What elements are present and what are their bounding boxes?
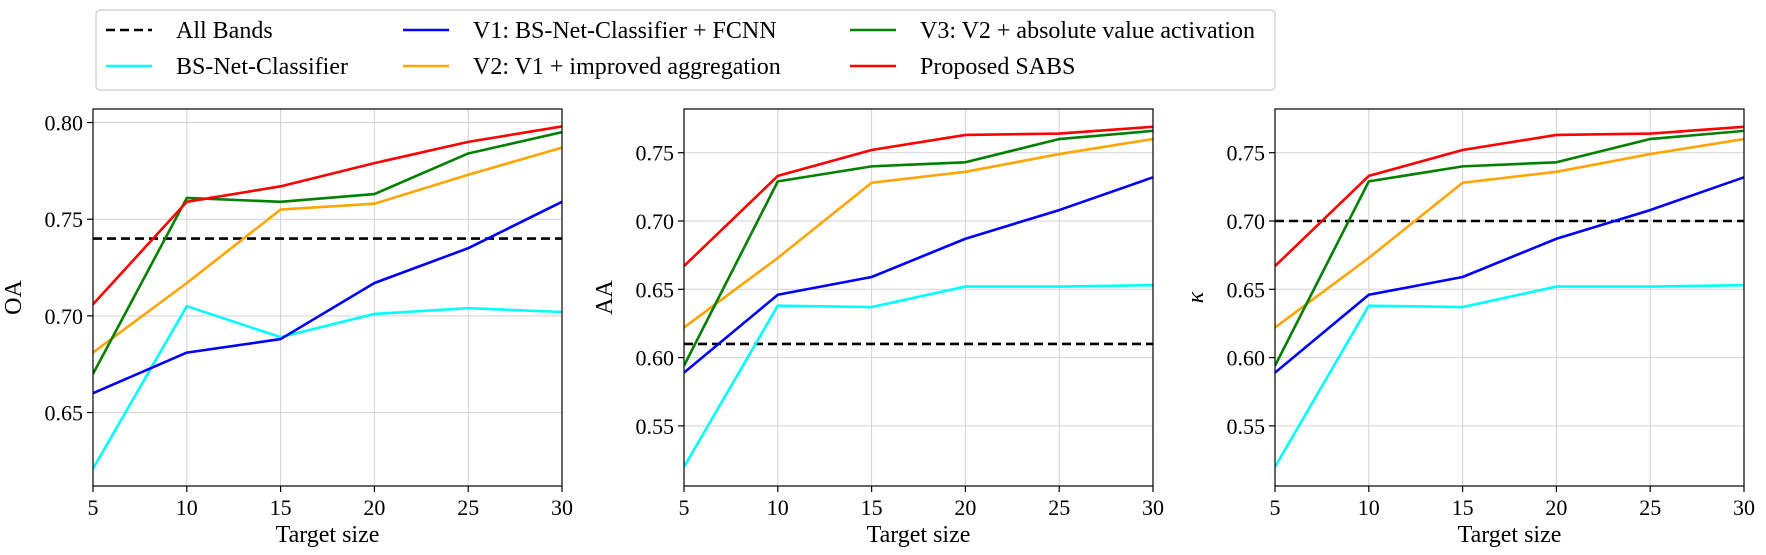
legend-label-bs_net: BS-Net-Classifier <box>176 54 348 80</box>
legend-entry-v3: V3: V2 + absolute value activation <box>850 18 1255 44</box>
series-line-v3 <box>684 129 1153 367</box>
series-line-v2 <box>93 146 562 354</box>
x-tick-label: 30 <box>1142 495 1164 520</box>
x-tick-label: 30 <box>551 495 573 520</box>
x-tick-label: 10 <box>767 495 789 520</box>
panel-aa-series <box>684 125 1153 468</box>
series-line-sabs <box>93 125 562 306</box>
legend-label-sabs: Proposed SABS <box>920 54 1075 80</box>
series-line-v3 <box>1275 129 1744 367</box>
series-line-v2 <box>684 137 1153 329</box>
x-tick-label: 10 <box>176 495 198 520</box>
legend-frame <box>95 9 1276 91</box>
legend-entry-sabs: Proposed SABS <box>850 54 1075 80</box>
y-tick-label: 0.60 <box>636 346 675 371</box>
x-tick-label: 25 <box>1639 495 1661 520</box>
panel-aa-y-axis-label: AA <box>592 280 618 315</box>
x-tick-label: 5 <box>88 495 99 520</box>
panel-oa-y-axis-label: OA <box>1 280 27 315</box>
x-tick-label: 20 <box>1545 495 1567 520</box>
legend-items: All Bands BS-Net-Classifier V1: BS-Net-Cla… <box>106 18 1255 80</box>
x-tick-label: 25 <box>457 495 479 520</box>
x-tick-label: 20 <box>954 495 976 520</box>
panel-kappa-series <box>1275 125 1744 468</box>
y-tick-label: 0.75 <box>45 207 84 232</box>
panel-oa-x-axis-label: Target size <box>276 522 380 548</box>
legend-label-v2: V2: V1 + improved aggregation <box>473 54 781 80</box>
y-tick-label: 0.65 <box>1227 277 1266 302</box>
series-line-v1 <box>684 176 1153 374</box>
series-line-v1 <box>1275 176 1744 374</box>
y-tick-label: 0.80 <box>45 111 84 136</box>
y-tick-label: 0.55 <box>1227 414 1266 439</box>
x-tick-label: 5 <box>1270 495 1281 520</box>
panel-kappa: 5 10 15 20 25 30 0.55 0.60 0.65 0.70 0.75 Target si… <box>1183 108 1755 548</box>
series-line-sabs <box>1275 125 1744 268</box>
y-tick-label: 0.55 <box>636 414 675 439</box>
series-line-v1 <box>93 200 562 395</box>
x-tick-label: 25 <box>1048 495 1070 520</box>
panel-kappa-x-axis-label: Target size <box>1458 522 1562 548</box>
y-tick-label: 0.75 <box>1227 141 1266 166</box>
series-line-v3 <box>93 130 562 375</box>
panel-oa-series <box>93 125 562 470</box>
x-tick-label: 15 <box>1452 495 1474 520</box>
legend-label-all_bands: All Bands <box>176 18 273 44</box>
legend-label-v3: V3: V2 + absolute value activation <box>920 18 1255 44</box>
legend-entry-v2: V2: V1 + improved aggregation <box>403 54 781 80</box>
x-tick-label: 30 <box>1733 495 1755 520</box>
panel-aa: 5 10 15 20 25 30 0.55 0.60 0.65 0.70 0.75 Target si… <box>592 108 1164 548</box>
panel-oa-grid <box>92 109 563 486</box>
panel-kappa-frame <box>1274 108 1745 487</box>
panel-oa: 5 10 15 20 25 30 0.65 0.70 0.75 0.80 Target size OA <box>1 108 573 548</box>
series-line-sabs <box>684 125 1153 268</box>
y-tick-label: 0.65 <box>45 401 84 426</box>
series-line-v2 <box>1275 137 1744 329</box>
y-tick-label: 0.70 <box>45 304 84 329</box>
panel-kappa-y-axis-label: κ <box>1183 291 1209 303</box>
x-tick-label: 10 <box>1358 495 1380 520</box>
y-tick-label: 0.70 <box>1227 209 1266 234</box>
panel-aa-frame <box>683 108 1154 487</box>
y-tick-label: 0.60 <box>1227 346 1266 371</box>
y-tick-label: 0.70 <box>636 209 675 234</box>
y-tick-label: 0.65 <box>636 277 675 302</box>
legend: All Bands BS-Net-Classifier V1: BS-Net-Cla… <box>95 9 1276 91</box>
panel-aa-x-axis-label: Target size <box>867 522 971 548</box>
x-tick-label: 15 <box>861 495 883 520</box>
legend-label-v1: V1: BS-Net-Classifier + FCNN <box>473 18 777 44</box>
series-line-bs_net <box>93 304 562 470</box>
legend-entry-bs_net: BS-Net-Classifier <box>106 54 348 80</box>
chart-panels: 5 10 15 20 25 30 0.65 0.70 0.75 0.80 Target size OA… <box>1 108 1755 548</box>
series-line-bs_net <box>684 283 1153 468</box>
panel-oa-frame <box>92 108 563 487</box>
legend-entry-v1: V1: BS-Net-Classifier + FCNN <box>403 18 777 44</box>
x-tick-label: 15 <box>270 495 292 520</box>
series-line-bs_net <box>1275 283 1744 468</box>
x-tick-label: 20 <box>363 495 385 520</box>
y-tick-label: 0.75 <box>636 141 675 166</box>
x-tick-label: 5 <box>679 495 690 520</box>
legend-entry-all_bands: All Bands <box>106 18 273 44</box>
